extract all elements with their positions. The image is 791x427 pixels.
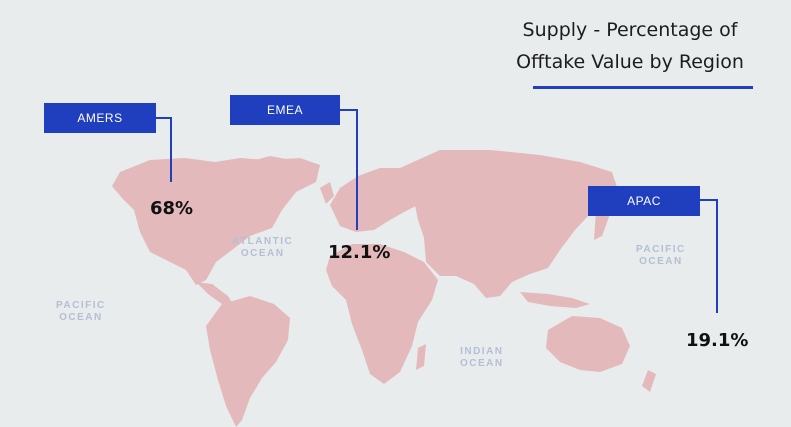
africa-landmass: [326, 244, 438, 384]
connector-apac: [700, 199, 718, 201]
connector-amers: [156, 117, 172, 119]
ocean-label-atlantic: ATLANTIC OCEAN: [232, 236, 293, 260]
region-label-emea: EMEA: [230, 95, 340, 125]
ocean-label-indian: INDIAN OCEAN: [460, 346, 504, 370]
greenland-landmass: [248, 156, 298, 194]
ocean-label-pacific-west: PACIFIC OCEAN: [56, 300, 106, 324]
british-isles-landmass: [320, 182, 334, 204]
indonesia-landmass: [520, 292, 590, 308]
region-label-amers: AMERS: [44, 103, 156, 133]
ocean-label-line: OCEAN: [639, 256, 683, 267]
ocean-label-line: INDIAN: [460, 346, 504, 357]
map-title: Supply - Percentage of Offtake Value by …: [516, 19, 744, 73]
connector-emea: [340, 109, 358, 111]
region-value-emea: 12.1%: [328, 242, 391, 263]
region-label-apac: APAC: [588, 186, 700, 216]
europe-landmass: [330, 168, 428, 232]
connector-apac-drop: [716, 199, 718, 313]
ocean-label-line: OCEAN: [460, 358, 504, 369]
region-value-amers: 68%: [150, 198, 194, 219]
ocean-label-pacific-east: PACIFIC OCEAN: [636, 244, 686, 268]
ocean-label-line: PACIFIC: [636, 244, 686, 255]
ocean-label-line: PACIFIC: [56, 300, 106, 311]
ocean-label-line: ATLANTIC: [232, 236, 294, 247]
central-america-landmass: [196, 282, 234, 306]
region-value-apac: 19.1%: [686, 330, 749, 351]
asia-landmass: [400, 150, 618, 298]
madagascar-landmass: [416, 344, 426, 370]
title-underline: [533, 86, 753, 89]
connector-amers-drop: [170, 117, 172, 182]
ocean-label-line: OCEAN: [240, 248, 285, 259]
ocean-label-line: OCEAN: [59, 312, 103, 323]
new-zealand-landmass: [642, 370, 656, 392]
south-america-landmass: [206, 296, 290, 427]
connector-emea-drop: [356, 109, 358, 230]
australia-landmass: [546, 316, 630, 372]
